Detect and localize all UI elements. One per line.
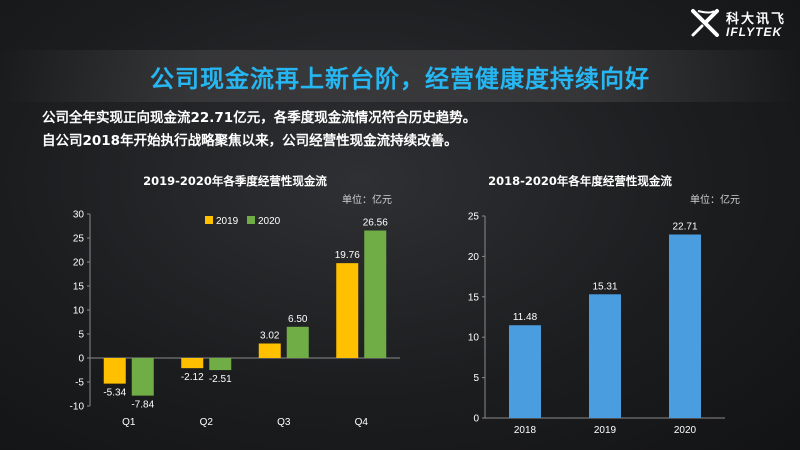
bar-2019-Q2 [181,358,204,369]
data-labels: 11.48 15.31 22.71 [513,222,698,324]
legend-2020-swatch [247,216,255,224]
iflytek-logo-icon [691,9,719,37]
data-label: 22.71 [672,222,697,233]
y-tick-label: 0 [78,354,84,365]
data-label: -7.84 [131,400,154,411]
y-tick-label: 10 [73,306,85,317]
y-tick-label: 10 [468,333,480,344]
x-tick-label: Q3 [277,417,291,428]
y-tick-label: 20 [468,252,480,263]
y-tick-label: 15 [468,292,480,303]
y-axis: 25 20 15 10 5 0 [468,212,486,425]
bars [103,230,387,396]
title-band [0,50,800,102]
bar-series-2019 [589,294,621,418]
y-tick-label: 5 [78,330,84,341]
x-tick-label: Q4 [355,417,369,428]
data-label: 6.50 [288,314,308,325]
y-tick-label: 15 [73,282,85,293]
data-label: -2.51 [209,374,232,385]
data-label: 15.31 [592,281,617,292]
logo-english-text: IFLYTEK [726,25,783,39]
bar-2020-Q2 [209,358,232,371]
data-labels: -5.34 -7.84 -2.12 -2.51 3.02 6.50 19.76 26.56 [103,218,388,411]
unit-label: 单位：亿元 [342,193,392,206]
y-tick-label: 30 [73,210,85,221]
legend-2020-label: 2020 [258,216,281,227]
y-tick-label: 20 [73,258,85,269]
legend-2019-swatch [205,216,213,224]
y-tick-label: -5 [75,378,84,389]
bar-2020-Q1 [131,358,154,396]
bar-series-2018 [509,325,541,418]
summary-line-2: 自公司2018年开始执行战略聚焦以来，公司经营性现金流持续改善。 [42,133,458,149]
x-tick-label: 2019 [594,425,617,436]
bars [509,234,701,418]
iflytek-logo: 科大讯飞 IFLYTEK [690,6,790,42]
data-label: 3.02 [260,331,280,342]
y-tick-label: 25 [73,234,85,245]
y-tick-label: 25 [468,212,480,223]
data-label: 19.76 [335,250,360,261]
bar-series-2020 [669,234,701,418]
x-tick-label: Q1 [122,417,136,428]
unit-label: 单位：亿元 [690,193,740,206]
page-title: 公司现金流再上新台阶，经营健康度持续向好 [150,65,650,93]
data-label: 26.56 [363,218,388,229]
logo-chinese-text: 科大讯飞 [726,12,787,27]
bar-2020-Q3 [286,326,309,358]
summary-line-1: 公司全年实现正向现金流22.71亿元，各季度现金流情况符合历史趋势。 [42,110,477,126]
bar-2019-Q3 [258,343,281,358]
annual-cashflow-chart: 2018-2020年各年度经营性现金流 单位：亿元 25 20 15 10 5 0 201… [468,174,740,436]
chart-title: 2019-2020年各季度经营性现金流 [143,174,327,188]
chart-title: 2018-2020年各年度经营性现金流 [488,174,672,188]
y-axis: 30 25 20 15 10 5 0 -5 -10 [70,210,91,413]
bar-2019-Q4 [336,263,359,358]
data-label: -2.12 [181,372,204,383]
summary-text: 公司全年实现正向现金流22.71亿元，各季度现金流情况符合历史趋势。 自公司20… [42,107,762,153]
legend-2019-label: 2019 [216,216,239,227]
data-label: 11.48 [513,312,538,323]
quarterly-cashflow-chart: 2019-2020年各季度经营性现金流 单位：亿元 2019 2020 30 25… [70,174,400,428]
y-tick-label: 0 [473,414,479,425]
legend: 2019 2020 [205,216,281,227]
x-tick-label: 2020 [674,425,697,436]
x-axis: 2018 2019 2020 [485,417,725,436]
x-tick-label: Q2 [200,417,214,428]
bar-2020-Q4 [364,230,387,358]
y-tick-label: -10 [70,402,85,413]
y-tick-label: 5 [473,373,479,384]
bar-2019-Q1 [103,358,126,384]
x-tick-label: 2018 [514,425,537,436]
data-label: -5.34 [103,388,126,399]
